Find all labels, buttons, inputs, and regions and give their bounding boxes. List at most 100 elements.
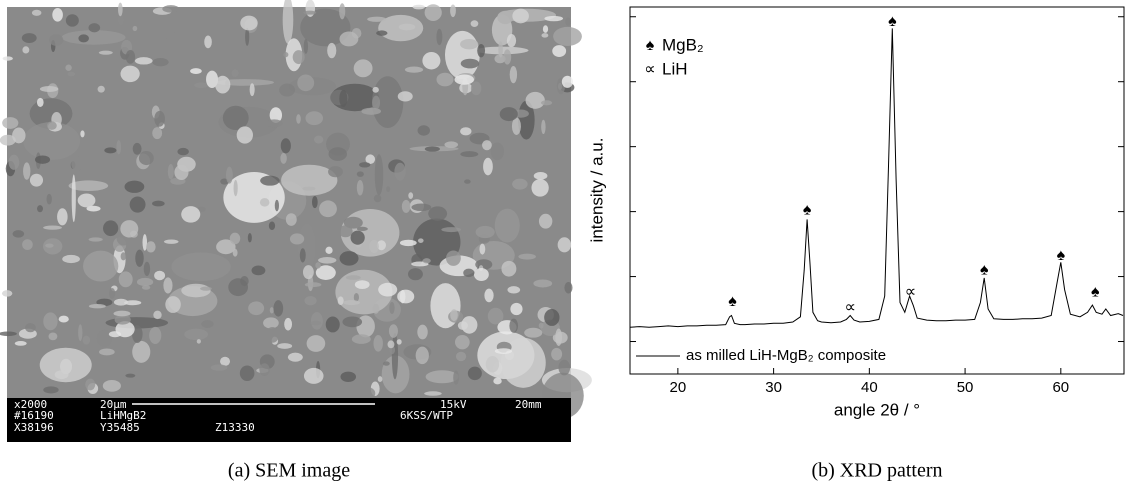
sem-particle	[557, 237, 572, 253]
sem-particle	[342, 316, 363, 328]
phase-symbol: ∝	[644, 61, 655, 78]
sem-particle	[463, 268, 475, 278]
sem-particle	[397, 91, 413, 102]
sem-particle	[408, 268, 423, 281]
sem-particle	[339, 31, 359, 47]
sem-particle	[120, 220, 139, 238]
sem-particle	[297, 223, 316, 271]
sem-particle	[138, 151, 154, 166]
phase-symbol: ♠	[646, 37, 655, 54]
sem-particle	[46, 121, 57, 130]
sem-particle	[65, 64, 72, 71]
sem-particle	[247, 232, 252, 243]
sem-particle	[485, 356, 500, 373]
sem-particle	[62, 254, 80, 264]
sem-particle	[231, 69, 239, 78]
sem-particle	[153, 310, 162, 320]
sem-particle	[116, 140, 122, 155]
sem-particle	[475, 259, 493, 270]
sem-particle	[88, 23, 101, 33]
sem-particle	[2, 56, 13, 61]
sem-label: Y35485	[100, 421, 140, 434]
sem-particle	[194, 82, 209, 89]
sem-particle	[428, 206, 448, 221]
phase-label: LiH	[662, 59, 688, 78]
sem-particle	[263, 317, 279, 329]
sem-particle	[490, 142, 504, 161]
sem-particle	[325, 316, 340, 333]
sem-particle	[68, 180, 109, 192]
sem-particle	[328, 147, 347, 161]
sem-particle	[300, 8, 351, 47]
sem-particle	[220, 178, 229, 185]
sem-particle	[453, 370, 459, 385]
sem-particle	[464, 179, 471, 184]
sem-particle	[436, 72, 454, 87]
sem-particle	[457, 321, 468, 330]
peak-marker: ♠	[1091, 283, 1100, 300]
sem-particle	[125, 373, 136, 378]
sem-particle	[552, 45, 567, 57]
sem-particle	[493, 377, 502, 385]
sem-particle	[190, 68, 202, 75]
sem-particle	[356, 179, 364, 196]
sem-particle	[25, 323, 36, 333]
sem-particle	[553, 26, 582, 46]
peak-marker: ∝	[844, 299, 855, 316]
sem-particle	[260, 175, 280, 186]
sem-particle	[31, 9, 42, 16]
peak-marker: ∝	[905, 283, 916, 300]
sem-particle	[163, 277, 173, 294]
sem-particle	[259, 198, 270, 207]
sem-particle	[61, 30, 126, 45]
sem-particle	[280, 138, 291, 154]
sem-particle	[483, 157, 493, 176]
sem-particle	[503, 49, 512, 65]
sem-particle	[71, 156, 84, 171]
sem-particle	[541, 33, 549, 38]
sem-particle	[475, 225, 495, 239]
sem-particle	[220, 356, 231, 367]
sem-particle	[282, 0, 294, 44]
sem-particle	[327, 42, 337, 59]
sem-particle	[259, 363, 270, 376]
sem-particle	[353, 59, 373, 78]
sem-particle	[277, 343, 293, 349]
sem-particle	[412, 4, 425, 10]
sem-particle	[88, 304, 106, 309]
sem-particle	[494, 208, 520, 243]
sem-particle	[36, 97, 44, 107]
sem-particle	[436, 28, 443, 46]
sem-particle	[499, 107, 518, 122]
sem-particle	[2, 117, 19, 129]
sem-particle	[487, 307, 504, 325]
sem-particle	[450, 309, 458, 321]
sem-particle	[43, 386, 59, 394]
sem-particle	[292, 50, 305, 65]
sem-particle	[54, 370, 69, 380]
sem-label: 6KSS/WTP	[400, 409, 453, 422]
sem-particle	[124, 180, 145, 193]
sem-particle	[343, 216, 363, 229]
sem-particle	[240, 15, 258, 31]
sem-particle	[181, 206, 201, 223]
sem-particle	[304, 282, 322, 288]
sem-particle	[512, 178, 528, 190]
sem-particle	[43, 312, 58, 331]
sem-particle	[339, 3, 346, 20]
sem-particle	[210, 364, 228, 371]
sem-particle	[124, 300, 142, 306]
sem-particle	[378, 282, 398, 297]
sem-label: 15kV	[440, 398, 467, 411]
sem-particle	[470, 20, 479, 28]
sem-particle	[558, 359, 571, 376]
sem-particle	[302, 265, 314, 280]
sem-particle	[325, 246, 333, 255]
sem-particle	[135, 249, 144, 267]
sem-particle	[233, 179, 238, 197]
sem-particle	[356, 226, 368, 232]
sem-particle	[417, 238, 424, 243]
sem-particle	[533, 279, 553, 288]
sem-particle	[67, 71, 76, 77]
